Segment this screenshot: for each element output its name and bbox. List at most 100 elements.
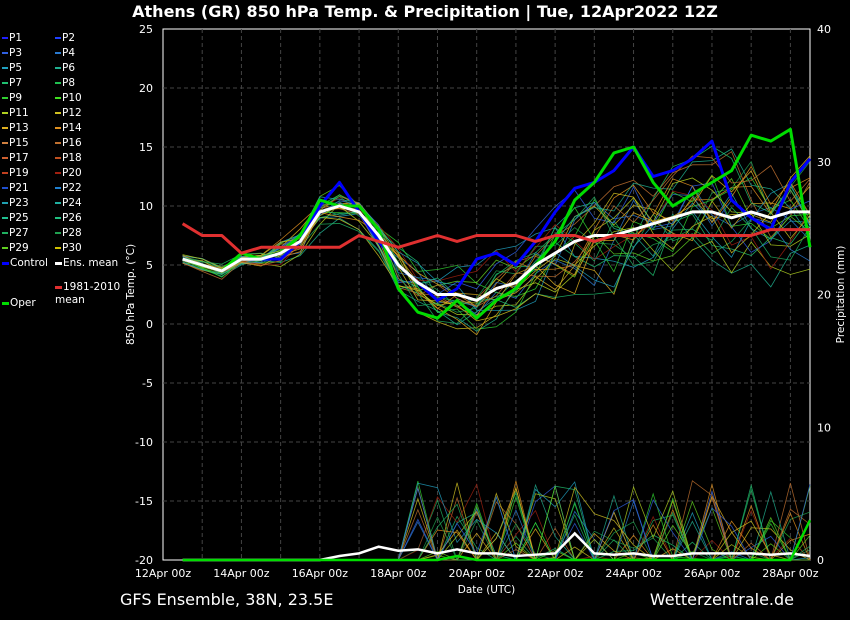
legend-label: P22 bbox=[62, 182, 82, 194]
member-line bbox=[182, 155, 811, 336]
legend-label: P15 bbox=[9, 137, 29, 149]
legend-label: P13 bbox=[9, 122, 29, 134]
y-tick-label: -20 bbox=[135, 554, 153, 567]
legend-item: P13 bbox=[2, 122, 29, 135]
y-tick-label: 10 bbox=[139, 200, 153, 213]
legend-label: P8 bbox=[62, 77, 76, 89]
legend-swatch bbox=[2, 142, 8, 144]
y2-tick-label: 30 bbox=[817, 156, 831, 169]
legend-item: P1 bbox=[2, 32, 22, 45]
model-info: GFS Ensemble, 38N, 23.5E bbox=[120, 590, 334, 609]
legend-swatch bbox=[2, 112, 8, 114]
legend-swatch bbox=[55, 202, 61, 204]
legend-label: P2 bbox=[62, 32, 76, 44]
legend-label: Ens. mean bbox=[63, 257, 119, 269]
legend-label: P3 bbox=[9, 47, 23, 59]
y-axis-label: 850 hPa Temp. (°C) bbox=[125, 244, 137, 345]
legend-swatch bbox=[2, 52, 8, 54]
member-line bbox=[182, 182, 811, 295]
legend-swatch bbox=[55, 247, 61, 249]
member-line bbox=[182, 177, 811, 292]
legend-item: P18 bbox=[55, 152, 82, 165]
legend-label: P4 bbox=[62, 47, 76, 59]
legend-swatch bbox=[55, 232, 61, 234]
legend-swatch bbox=[55, 187, 61, 189]
legend-item: P2 bbox=[55, 32, 75, 45]
y-tick-label: -5 bbox=[142, 377, 153, 390]
x-tick-label: 28Apr 00z bbox=[762, 567, 819, 580]
member-line bbox=[182, 190, 811, 282]
member-line bbox=[182, 155, 811, 308]
member-line bbox=[182, 201, 811, 326]
legend-swatch bbox=[2, 187, 8, 189]
legend-item: P11 bbox=[2, 107, 29, 120]
legend-item: P12 bbox=[55, 107, 82, 120]
legend-item: P21 bbox=[2, 182, 29, 195]
x-tick-label: 22Apr 00z bbox=[527, 567, 584, 580]
y-tick-label: -10 bbox=[135, 436, 153, 449]
legend-swatch bbox=[2, 37, 8, 39]
legend-item: P17 bbox=[2, 152, 29, 165]
legend-swatch bbox=[55, 217, 61, 219]
member-line bbox=[182, 177, 811, 317]
series-line-control bbox=[182, 139, 812, 302]
member-line bbox=[182, 192, 811, 322]
legend-swatch bbox=[2, 247, 8, 249]
legend-swatch bbox=[55, 67, 61, 69]
legend-label: P14 bbox=[62, 122, 82, 134]
legend-swatch bbox=[55, 112, 61, 114]
legend-label: P29 bbox=[9, 242, 29, 254]
y2-tick-label: 10 bbox=[817, 421, 831, 434]
legend-item: Oper bbox=[2, 297, 36, 310]
legend-swatch bbox=[55, 127, 61, 129]
x-tick-label: 12Apr 00z bbox=[135, 567, 192, 580]
legend-swatch bbox=[55, 285, 62, 289]
legend-label: P24 bbox=[62, 197, 82, 209]
y-tick-label: -15 bbox=[135, 495, 153, 508]
series-line-1981-2010-mean bbox=[181, 222, 810, 255]
legend-item: P29 bbox=[2, 242, 29, 255]
y2-axis-label: Precipitation (mm) bbox=[835, 246, 847, 344]
y-tick-label: 5 bbox=[146, 259, 153, 272]
x-tick-label: 14Apr 00z bbox=[213, 567, 270, 580]
legend-label: P7 bbox=[9, 77, 23, 89]
legend-item: P9 bbox=[2, 92, 22, 105]
legend-label: Oper bbox=[10, 297, 36, 309]
y-tick-label: 20 bbox=[139, 82, 153, 95]
x-tick-label: 18Apr 00z bbox=[370, 567, 427, 580]
legend-swatch bbox=[2, 261, 9, 265]
legend-item: P22 bbox=[55, 182, 82, 195]
legend-swatch bbox=[2, 127, 8, 129]
legend-label: P5 bbox=[9, 62, 23, 74]
legend-swatch bbox=[2, 157, 8, 159]
legend-swatch bbox=[55, 157, 61, 159]
legend-swatch bbox=[55, 142, 61, 144]
y2-tick-label: 40 bbox=[817, 23, 831, 36]
legend-item: P26 bbox=[55, 212, 82, 225]
legend-item: P6 bbox=[55, 62, 75, 75]
legend-item: P23 bbox=[2, 197, 29, 210]
chart-title: Athens (GR) 850 hPa Temp. & Precipitatio… bbox=[132, 2, 718, 21]
legend-swatch bbox=[55, 97, 61, 99]
member-precip-line bbox=[182, 482, 810, 562]
legend-label: P19 bbox=[9, 167, 29, 179]
legend-label: P17 bbox=[9, 152, 29, 164]
member-line bbox=[182, 174, 811, 330]
legend-label: P11 bbox=[9, 107, 29, 119]
series-line-ens-mean bbox=[182, 204, 810, 302]
legend-label: Control bbox=[10, 257, 48, 269]
legend-label: P28 bbox=[62, 227, 82, 239]
legend-label: P25 bbox=[9, 212, 29, 224]
legend-item: P28 bbox=[55, 227, 82, 240]
legend-item: P7 bbox=[2, 77, 22, 90]
legend-label: P27 bbox=[9, 227, 29, 239]
legend-swatch bbox=[55, 261, 62, 265]
member-precip-line bbox=[182, 495, 811, 562]
legend-swatch bbox=[2, 217, 8, 219]
legend-item: 1981-2010 mean bbox=[55, 281, 120, 307]
legend: P1 P2 P3 P4 P5 P6 P7 P8 P9 P10 P11 P12 P13 P14 P15 P16 P… bbox=[0, 32, 130, 322]
precip-line-oper bbox=[182, 519, 812, 562]
legend-swatch bbox=[55, 52, 61, 54]
legend-swatch bbox=[2, 82, 8, 84]
